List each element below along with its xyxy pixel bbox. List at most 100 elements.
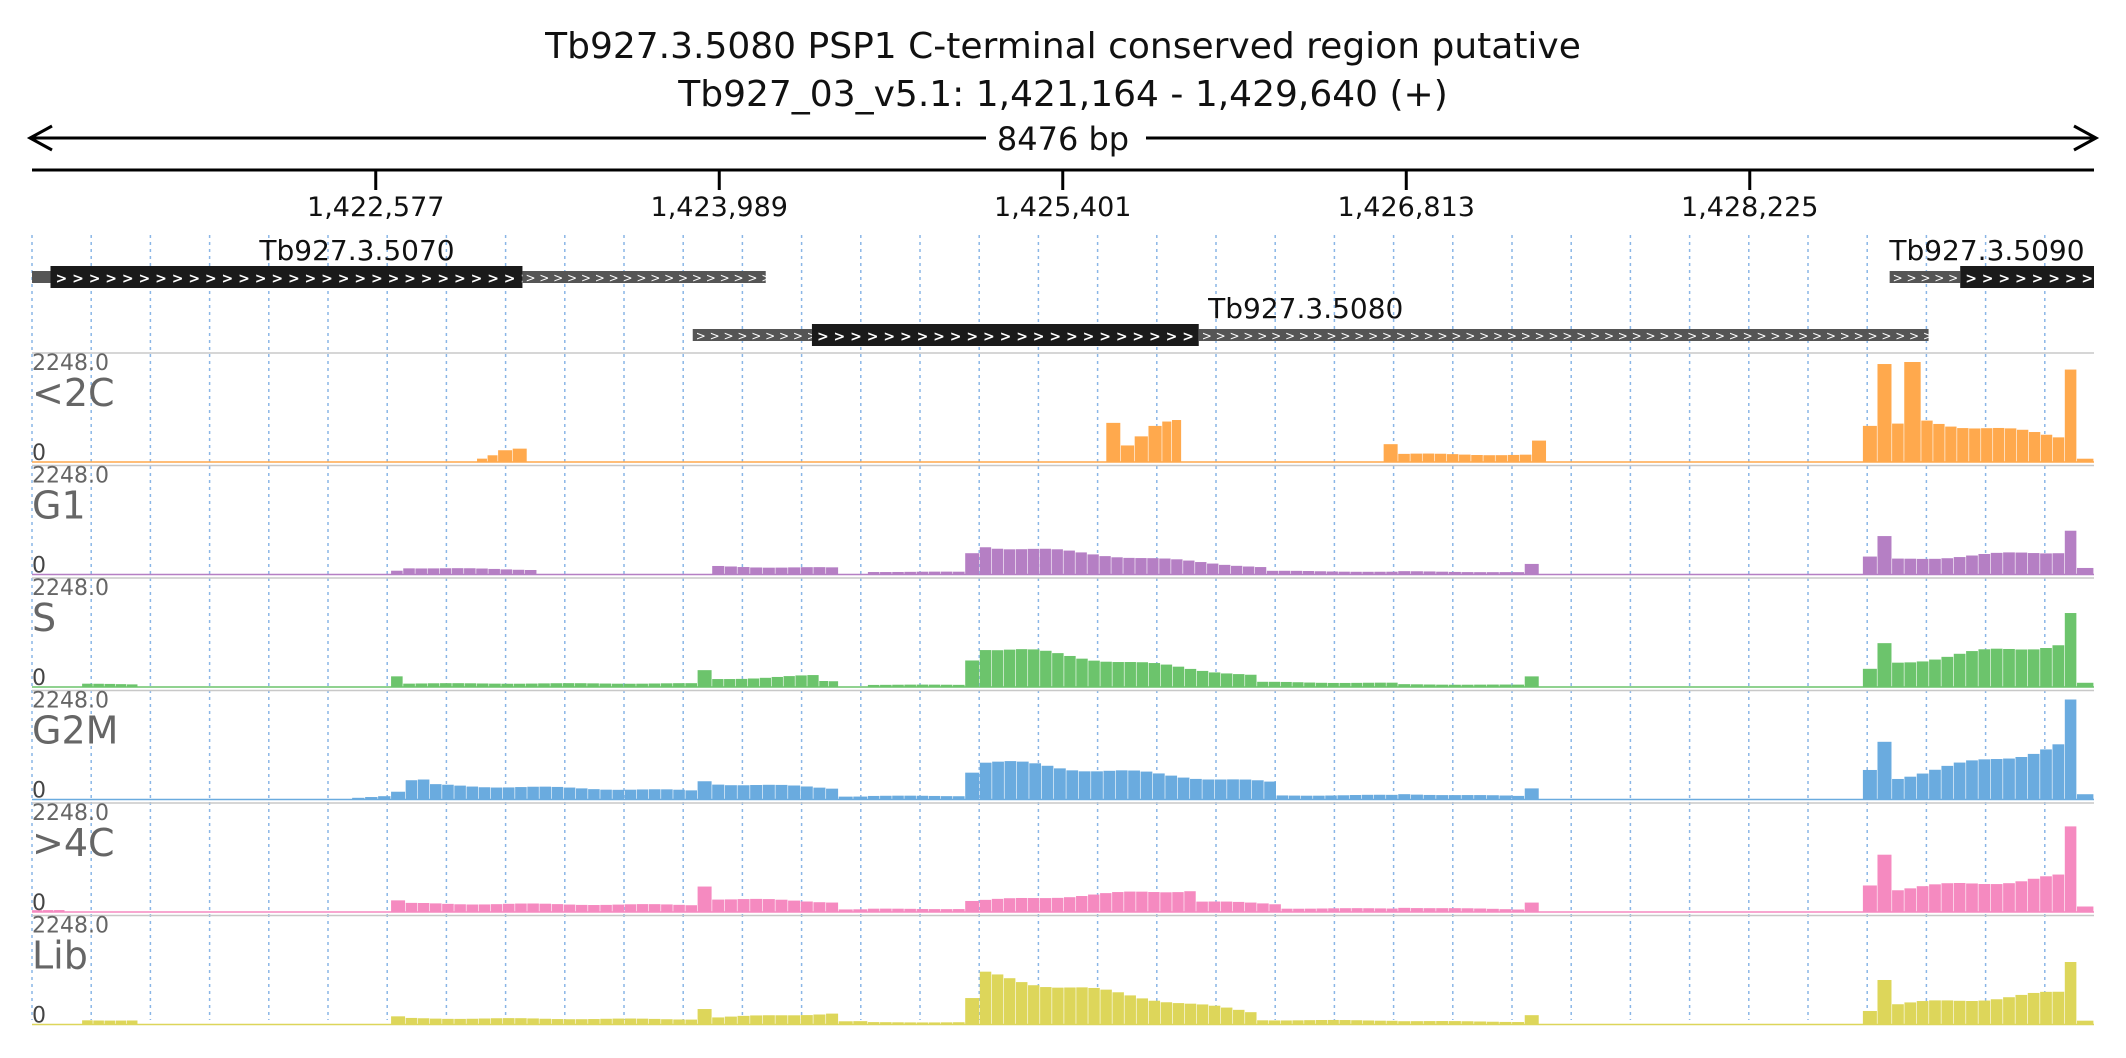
coverage-bar <box>391 791 406 800</box>
strand-arrows: > > > > > > > > > > > > > > > > > > > > … <box>55 271 665 287</box>
coverage-bar <box>819 680 829 687</box>
coverage-bar <box>538 683 550 687</box>
coverage-bar <box>1351 1020 1363 1025</box>
coverage-bar <box>1459 454 1471 462</box>
coverage-bar <box>1120 445 1135 462</box>
coverage-bar <box>1981 428 1993 462</box>
coverage-bar <box>1112 662 1124 687</box>
coverage-bar <box>1052 987 1064 1025</box>
coverage-bar <box>724 785 737 800</box>
coverage-bar <box>1316 908 1328 912</box>
coverage-bar <box>880 908 892 912</box>
coverage-bar <box>1945 426 1957 462</box>
coverage-bar <box>1386 682 1398 687</box>
coverage-bar <box>1862 769 1877 800</box>
utr-block <box>1889 271 1961 283</box>
coverage-bar <box>853 909 868 912</box>
span-arrow: 8476 bp <box>26 120 2100 158</box>
coverage-bar <box>515 787 527 800</box>
y-min-label: 0 <box>32 441 46 466</box>
coverage-bar <box>916 684 929 687</box>
strand-arrows: > > > > > > > > > > > > > > > > > > > > … <box>1202 329 1989 343</box>
coverage-bar <box>1148 892 1160 912</box>
coverage-bar <box>1398 453 1410 462</box>
coverage-bar <box>712 679 724 687</box>
coverage-bar <box>454 1018 466 1025</box>
coverage-bar <box>1016 761 1029 800</box>
coverage-bar <box>991 898 1004 912</box>
coverage-bar <box>1266 570 1279 575</box>
coverage-bar <box>1461 908 1474 912</box>
coverage-bar <box>1245 1012 1257 1025</box>
coverage-bar <box>991 974 1004 1025</box>
coverage-bar <box>1483 455 1495 462</box>
coverage-bar <box>965 553 980 575</box>
coverage-bar <box>1136 891 1148 912</box>
coverage-bar <box>2052 437 2065 462</box>
coverage-bar <box>1196 1004 1209 1025</box>
coverage-bar <box>1877 536 1892 575</box>
coverage-bar <box>587 683 599 687</box>
coverage-bar <box>1499 1021 1512 1025</box>
coverage-bar <box>940 571 953 575</box>
y-max-label: 2248.0 <box>32 351 109 376</box>
coverage-bar <box>1929 558 1941 575</box>
coverage-bar <box>415 683 428 687</box>
coverage-bar <box>1100 661 1112 687</box>
coverage-bar <box>1461 795 1474 800</box>
coverage-bar <box>512 569 525 575</box>
coverage-bar <box>992 761 1004 800</box>
coverage-bar <box>1196 901 1208 912</box>
coverage-bar <box>527 903 539 912</box>
coverage-bar <box>1410 571 1423 575</box>
coverage-bar <box>775 784 788 800</box>
track-name: G2M <box>32 709 118 753</box>
coverage-bar <box>1941 765 1954 800</box>
coverage-bar <box>661 904 673 912</box>
coverage-bar <box>826 1013 839 1025</box>
coverage-bar <box>104 683 116 687</box>
coverage-bar <box>2040 553 2052 575</box>
coverage-bar <box>697 781 712 800</box>
coverage-bar <box>1232 901 1245 912</box>
coverage-bar <box>575 788 588 800</box>
coverage-bar <box>1292 1020 1304 1025</box>
coverage-bar <box>2015 756 2028 800</box>
coverage-bar <box>737 899 750 912</box>
coverage-bar <box>916 795 929 800</box>
coverage-bar <box>1362 1020 1375 1025</box>
coverage-bar <box>750 1015 763 1025</box>
gene-label: Tb927.3.5070 <box>258 234 454 267</box>
coverage-bar <box>853 1021 868 1025</box>
coverage-bar <box>2003 883 2015 912</box>
coverage-bar <box>488 568 500 575</box>
coverage-bar <box>1929 659 1941 687</box>
coverage-bar <box>403 683 415 687</box>
coverage-bar <box>478 1018 491 1025</box>
coverage-bar <box>600 789 612 800</box>
coverage-bar <box>1941 558 1954 575</box>
coverage-bar <box>1373 794 1386 800</box>
coverage-bar <box>1532 440 1547 462</box>
coverage-bar <box>624 789 637 800</box>
coverage-bar <box>588 905 600 912</box>
coverage-bar <box>1351 908 1363 912</box>
coverage-bar <box>1172 666 1185 687</box>
coverage-bar <box>2064 613 2077 687</box>
coverage-bar <box>1436 908 1449 912</box>
coverage-bar <box>880 795 892 800</box>
coverage-bar <box>1292 682 1304 687</box>
coverage-bar <box>965 998 980 1025</box>
coverage-bar <box>788 1015 801 1025</box>
coverage-bar <box>1410 794 1423 800</box>
x-tick-label: 1,426,813 <box>1338 192 1475 223</box>
coverage-bar <box>1264 781 1276 800</box>
coverage-bar <box>867 1022 880 1025</box>
coverage-bar <box>979 547 992 575</box>
coverage-bar <box>600 904 612 912</box>
coverage-bar <box>1877 364 1892 462</box>
coverage-bar <box>1978 649 1991 687</box>
y-min-label: 0 <box>32 779 46 804</box>
coverage-bar <box>1162 421 1172 462</box>
coverage-bar <box>1325 795 1337 800</box>
